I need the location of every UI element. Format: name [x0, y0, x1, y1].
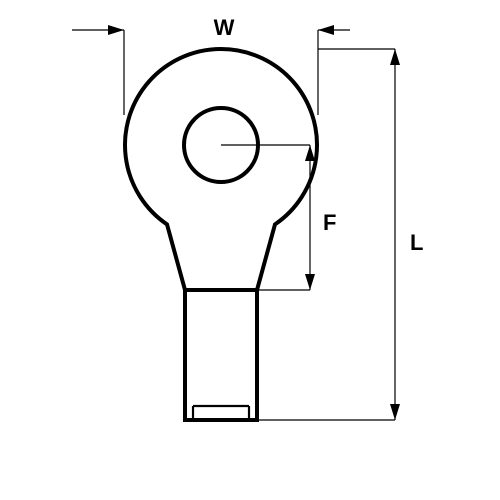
w-label: W: [214, 15, 235, 40]
terminal-outline: [125, 49, 317, 420]
f-label: F: [323, 210, 336, 235]
l-label: L: [410, 230, 423, 255]
